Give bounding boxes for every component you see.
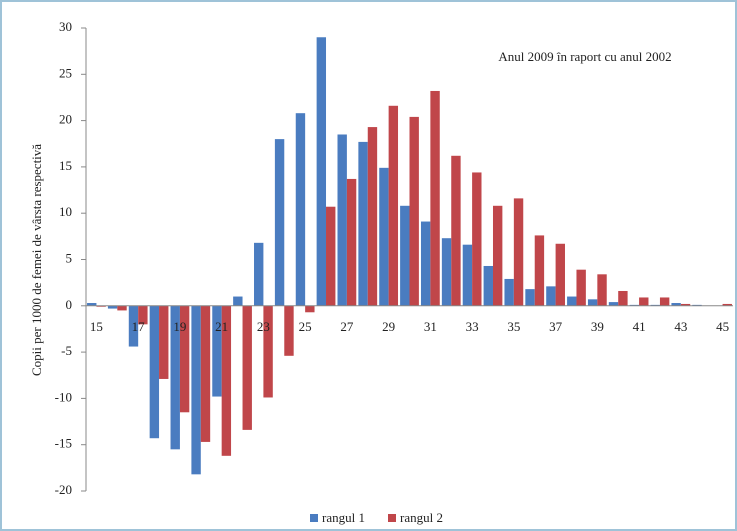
- x-tick-label: 39: [591, 319, 604, 334]
- bar: [409, 116, 419, 306]
- bar: [567, 296, 577, 306]
- bar: [87, 303, 97, 306]
- bar: [326, 206, 336, 306]
- bar: [680, 303, 691, 306]
- legend-label: rangul 1: [322, 510, 365, 525]
- bar: [400, 205, 410, 306]
- bar: [316, 37, 327, 306]
- bar: [555, 243, 565, 306]
- x-tick-label: 23: [257, 319, 270, 334]
- bar: [597, 274, 607, 306]
- bar: [367, 127, 378, 306]
- bar: [546, 286, 556, 306]
- bar: [305, 305, 315, 313]
- bar: [639, 297, 649, 306]
- bar: [337, 134, 347, 306]
- bar: [274, 139, 285, 306]
- x-tick-label: 37: [549, 319, 563, 334]
- bar: [179, 305, 190, 413]
- bar: [295, 113, 306, 306]
- bar: [671, 303, 681, 306]
- bar: [233, 296, 243, 306]
- x-tick-label: 45: [716, 319, 729, 334]
- y-tick-label: -5: [61, 343, 72, 358]
- bar: [576, 269, 586, 306]
- x-tick-label: 35: [507, 319, 520, 334]
- x-tick-label: 29: [382, 319, 395, 334]
- y-tick-label: 0: [66, 297, 73, 312]
- bar: [608, 302, 619, 306]
- bar: [191, 305, 201, 475]
- y-tick-label: -10: [55, 389, 72, 404]
- y-axis-label: Copii per 1000 de femei de vârsta respec…: [29, 144, 44, 376]
- bar: [263, 305, 273, 398]
- x-tick-label: 25: [299, 319, 312, 334]
- x-tick-label: 19: [173, 319, 186, 334]
- y-tick-label: 5: [66, 250, 73, 265]
- bar: [128, 305, 139, 347]
- y-tick-label: 20: [59, 112, 72, 127]
- bar: [504, 278, 514, 306]
- bar: [159, 305, 169, 379]
- bar: [659, 297, 670, 306]
- bar: [451, 155, 461, 306]
- bar: [618, 290, 628, 306]
- x-tick-label: 27: [340, 319, 354, 334]
- x-tick-label: 31: [424, 319, 437, 334]
- bar: [513, 198, 524, 306]
- bar: [284, 305, 294, 356]
- legend-swatch: [388, 514, 396, 522]
- bar: [534, 235, 545, 306]
- bar: [525, 289, 535, 306]
- bar: [430, 90, 440, 306]
- x-tick-label: 33: [466, 319, 479, 334]
- bar: [388, 105, 399, 306]
- bar: [221, 305, 232, 456]
- bar: [107, 305, 118, 309]
- bar: [441, 238, 452, 306]
- bar: [117, 305, 127, 311]
- bar: [254, 242, 264, 306]
- bar: [170, 305, 180, 450]
- bar: [138, 305, 148, 325]
- bar: [492, 205, 503, 306]
- bar: [212, 305, 222, 397]
- bar: [358, 141, 368, 306]
- y-tick-label: 10: [59, 204, 72, 219]
- x-tick-label: 21: [215, 319, 228, 334]
- annotation: Anul 2009 în raport cu anul 2002: [498, 49, 671, 64]
- x-tick-label: 17: [132, 319, 146, 334]
- bar: [587, 299, 598, 306]
- y-tick-label: -20: [55, 482, 72, 497]
- legend-swatch: [310, 514, 318, 522]
- x-tick-label: 41: [633, 319, 646, 334]
- bar: [472, 172, 482, 306]
- bar: [483, 265, 493, 306]
- x-tick-label: 43: [674, 319, 687, 334]
- bar: [420, 221, 431, 306]
- bar: [379, 167, 389, 306]
- bar: [722, 303, 732, 306]
- legend-label: rangul 2: [400, 510, 443, 525]
- bar: [346, 178, 357, 306]
- bar: [462, 244, 473, 306]
- y-tick-label: 25: [59, 65, 72, 80]
- y-tick-label: 30: [59, 19, 72, 34]
- bar: [200, 305, 211, 442]
- y-tick-label: -15: [55, 436, 72, 451]
- bar: [242, 305, 252, 430]
- bar: [149, 305, 160, 439]
- y-tick-label: 15: [59, 158, 72, 173]
- x-tick-label: 15: [90, 319, 103, 334]
